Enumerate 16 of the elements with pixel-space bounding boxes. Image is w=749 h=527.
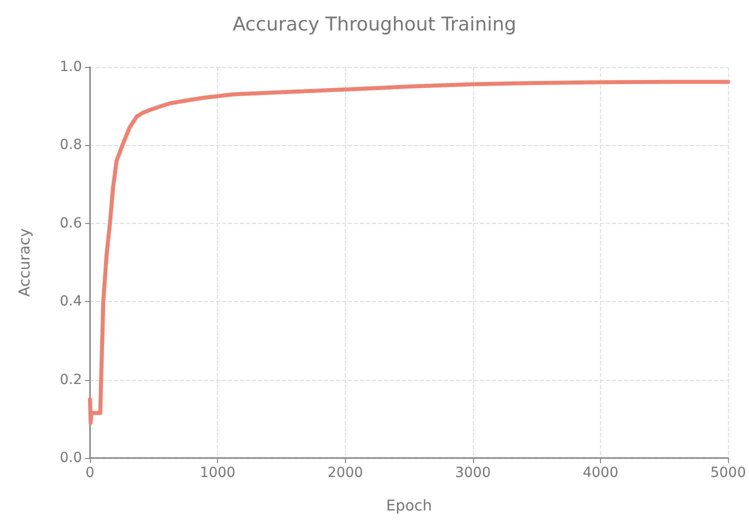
- x-tick-label: 1000: [200, 465, 236, 481]
- y-tick-label: 0.6: [60, 215, 82, 232]
- x-tick-label: 2000: [327, 465, 364, 481]
- y-axis-title: Accuracy: [16, 228, 34, 297]
- y-tick-label: 1.0: [60, 59, 82, 75]
- y-tick-label: 0.4: [60, 294, 82, 310]
- x-tick-label: 3000: [455, 465, 491, 481]
- y-tick-label: 0.2: [60, 372, 82, 388]
- x-tick-label: 5000: [710, 465, 746, 481]
- line-series: [88, 80, 730, 425]
- y-tick-label: 0.8: [60, 137, 82, 154]
- x-tick-label: 4000: [582, 465, 618, 481]
- chart-title: Accuracy Throughout Training: [232, 14, 516, 36]
- x-axis-title: Epoch: [386, 496, 432, 514]
- y-tick-label: 0.0: [60, 450, 82, 466]
- x-tick-label: 0: [86, 465, 94, 481]
